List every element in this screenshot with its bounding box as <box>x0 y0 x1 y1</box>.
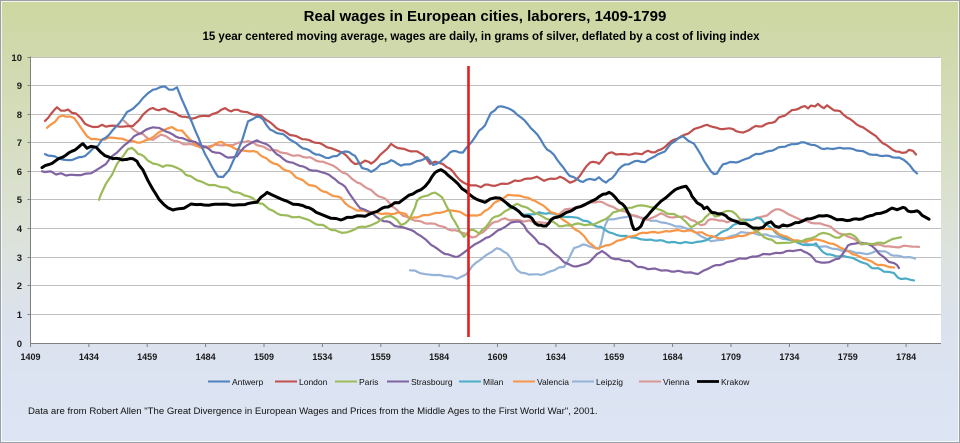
svg-text:Vienna: Vienna <box>663 377 690 387</box>
svg-text:1409: 1409 <box>20 352 40 362</box>
svg-text:1459: 1459 <box>137 352 157 362</box>
svg-text:Strasbourg: Strasbourg <box>411 377 453 387</box>
svg-text:1709: 1709 <box>721 352 741 362</box>
svg-text:0: 0 <box>17 339 22 350</box>
svg-text:1559: 1559 <box>371 352 391 362</box>
svg-text:10: 10 <box>11 53 22 64</box>
svg-text:1784: 1784 <box>896 352 916 362</box>
svg-text:6: 6 <box>17 167 22 178</box>
svg-text:4: 4 <box>17 224 23 235</box>
svg-text:1634: 1634 <box>546 352 566 362</box>
svg-text:7: 7 <box>17 138 22 149</box>
svg-text:London: London <box>299 377 328 387</box>
svg-text:Leipzig: Leipzig <box>596 377 623 387</box>
svg-text:8: 8 <box>17 110 22 121</box>
svg-text:1734: 1734 <box>779 352 799 362</box>
svg-text:Paris: Paris <box>359 377 378 387</box>
svg-text:Valencia: Valencia <box>537 377 569 387</box>
svg-text:5: 5 <box>17 195 23 206</box>
svg-text:1584: 1584 <box>429 352 449 362</box>
svg-text:1: 1 <box>17 310 23 321</box>
svg-text:9: 9 <box>17 81 22 92</box>
svg-text:Antwerp: Antwerp <box>232 377 263 387</box>
svg-text:1684: 1684 <box>663 352 683 362</box>
svg-text:3: 3 <box>17 253 22 264</box>
svg-text:1659: 1659 <box>604 352 624 362</box>
svg-text:Milan: Milan <box>483 377 504 387</box>
svg-text:1434: 1434 <box>79 352 99 362</box>
svg-text:1484: 1484 <box>196 352 216 362</box>
svg-text:1509: 1509 <box>254 352 274 362</box>
svg-text:Krakow: Krakow <box>721 377 750 387</box>
svg-text:1759: 1759 <box>838 352 858 362</box>
svg-text:2: 2 <box>17 281 22 292</box>
svg-text:1609: 1609 <box>487 352 507 362</box>
svg-text:1534: 1534 <box>312 352 332 362</box>
